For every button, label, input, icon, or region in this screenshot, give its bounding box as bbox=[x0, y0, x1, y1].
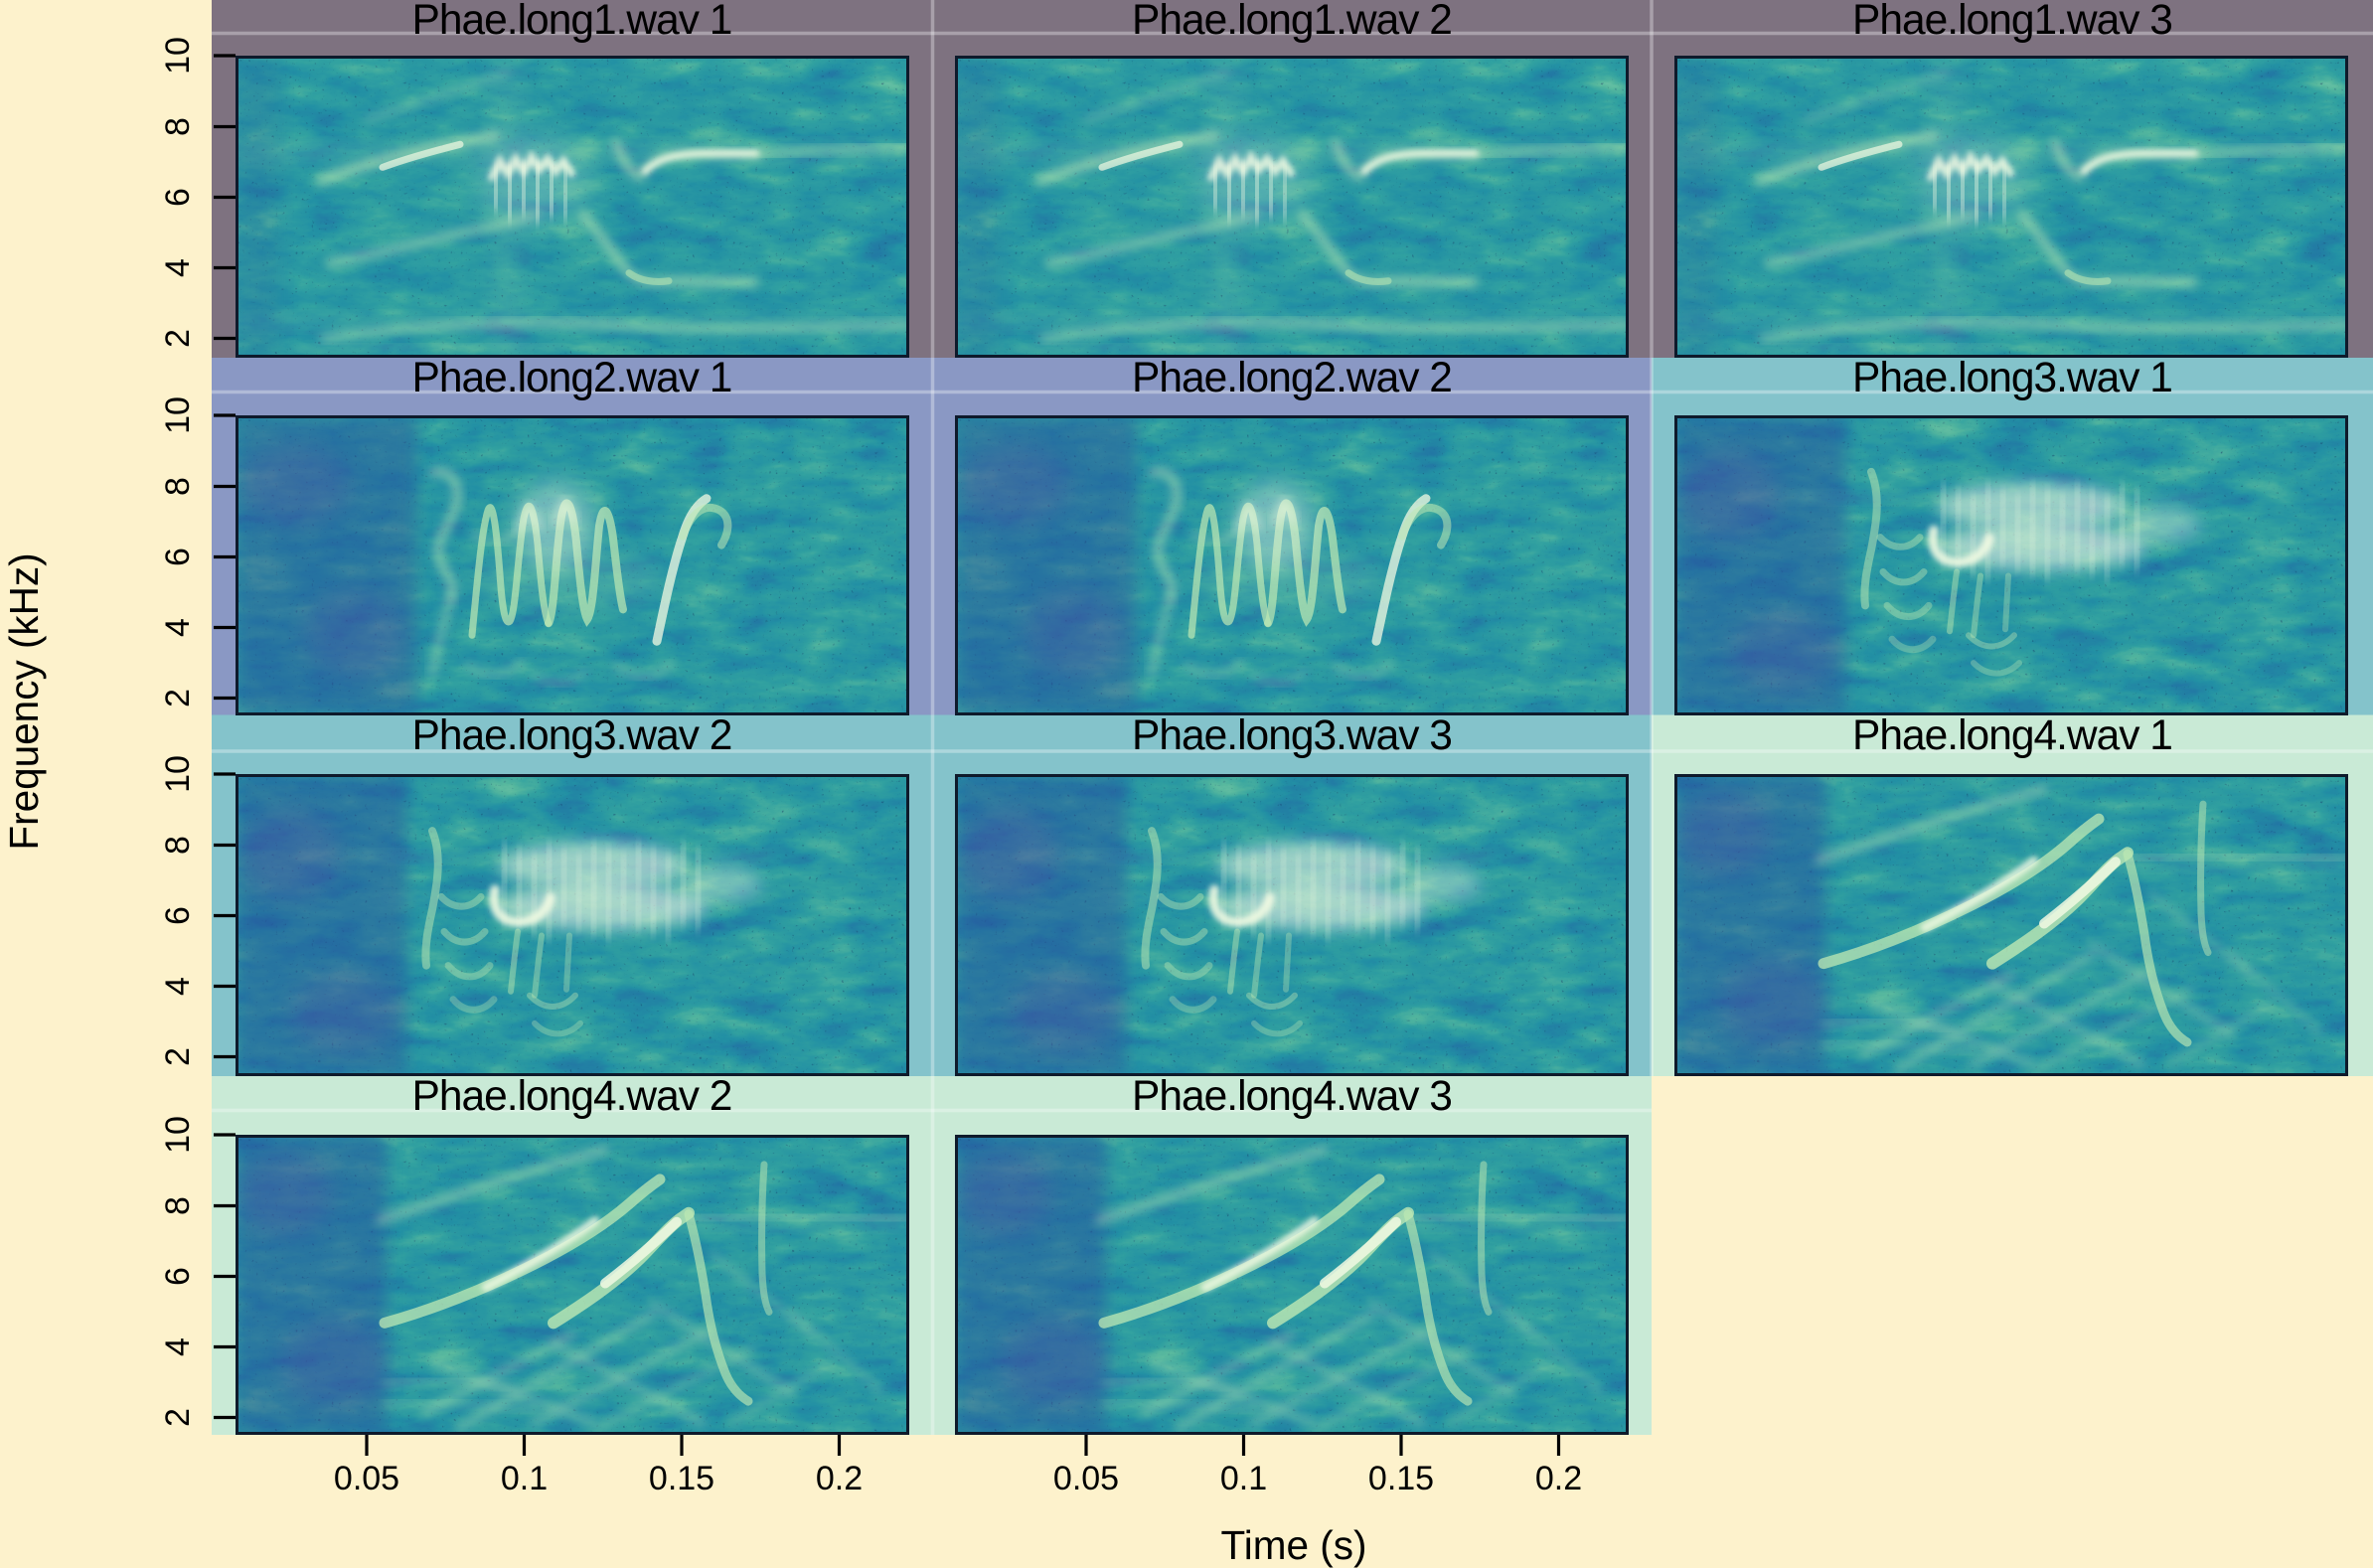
svg-text:2: 2 bbox=[159, 329, 197, 348]
svg-text:Phae.long2.wav 1: Phae.long2.wav 1 bbox=[412, 355, 732, 401]
svg-text:0.05: 0.05 bbox=[1053, 1460, 1119, 1497]
svg-text:0.05: 0.05 bbox=[334, 1460, 399, 1497]
svg-text:0.2: 0.2 bbox=[816, 1460, 863, 1497]
svg-text:Frequency (kHz): Frequency (kHz) bbox=[1, 552, 47, 850]
svg-text:4: 4 bbox=[159, 258, 197, 277]
svg-text:Phae.long4.wav 2: Phae.long4.wav 2 bbox=[412, 1073, 732, 1120]
svg-text:4: 4 bbox=[159, 618, 197, 637]
svg-text:10: 10 bbox=[159, 37, 197, 75]
svg-text:Phae.long3.wav 3: Phae.long3.wav 3 bbox=[1132, 712, 1452, 759]
svg-text:10: 10 bbox=[159, 755, 197, 793]
svg-text:6: 6 bbox=[159, 548, 197, 566]
svg-text:Phae.long4.wav 3: Phae.long4.wav 3 bbox=[1132, 1073, 1452, 1120]
svg-text:Phae.long4.wav 1: Phae.long4.wav 1 bbox=[1852, 712, 2172, 759]
svg-text:2: 2 bbox=[159, 1408, 197, 1427]
svg-text:Phae.long1.wav 1: Phae.long1.wav 1 bbox=[412, 0, 732, 44]
svg-text:Phae.long2.wav 2: Phae.long2.wav 2 bbox=[1132, 355, 1452, 401]
svg-text:10: 10 bbox=[159, 1116, 197, 1154]
svg-text:8: 8 bbox=[159, 117, 197, 136]
svg-text:8: 8 bbox=[159, 836, 197, 855]
svg-text:Time (s): Time (s) bbox=[1221, 1522, 1367, 1568]
svg-text:0.1: 0.1 bbox=[1220, 1460, 1267, 1497]
svg-text:6: 6 bbox=[159, 188, 197, 207]
svg-text:Phae.long1.wav 3: Phae.long1.wav 3 bbox=[1852, 0, 2172, 44]
svg-text:Phae.long1.wav 2: Phae.long1.wav 2 bbox=[1132, 0, 1452, 44]
svg-text:0.15: 0.15 bbox=[649, 1460, 714, 1497]
svg-text:0.1: 0.1 bbox=[501, 1460, 548, 1497]
svg-text:4: 4 bbox=[159, 977, 197, 996]
svg-text:6: 6 bbox=[159, 1267, 197, 1286]
svg-text:6: 6 bbox=[159, 906, 197, 925]
svg-text:0.2: 0.2 bbox=[1535, 1460, 1582, 1497]
svg-text:10: 10 bbox=[159, 396, 197, 434]
svg-text:4: 4 bbox=[159, 1337, 197, 1356]
svg-text:8: 8 bbox=[159, 477, 197, 496]
svg-text:Phae.long3.wav 1: Phae.long3.wav 1 bbox=[1852, 355, 2172, 401]
svg-text:Phae.long3.wav 2: Phae.long3.wav 2 bbox=[412, 712, 732, 759]
svg-text:0.15: 0.15 bbox=[1368, 1460, 1434, 1497]
svg-text:2: 2 bbox=[159, 1047, 197, 1066]
svg-text:8: 8 bbox=[159, 1196, 197, 1215]
svg-text:2: 2 bbox=[159, 689, 197, 707]
